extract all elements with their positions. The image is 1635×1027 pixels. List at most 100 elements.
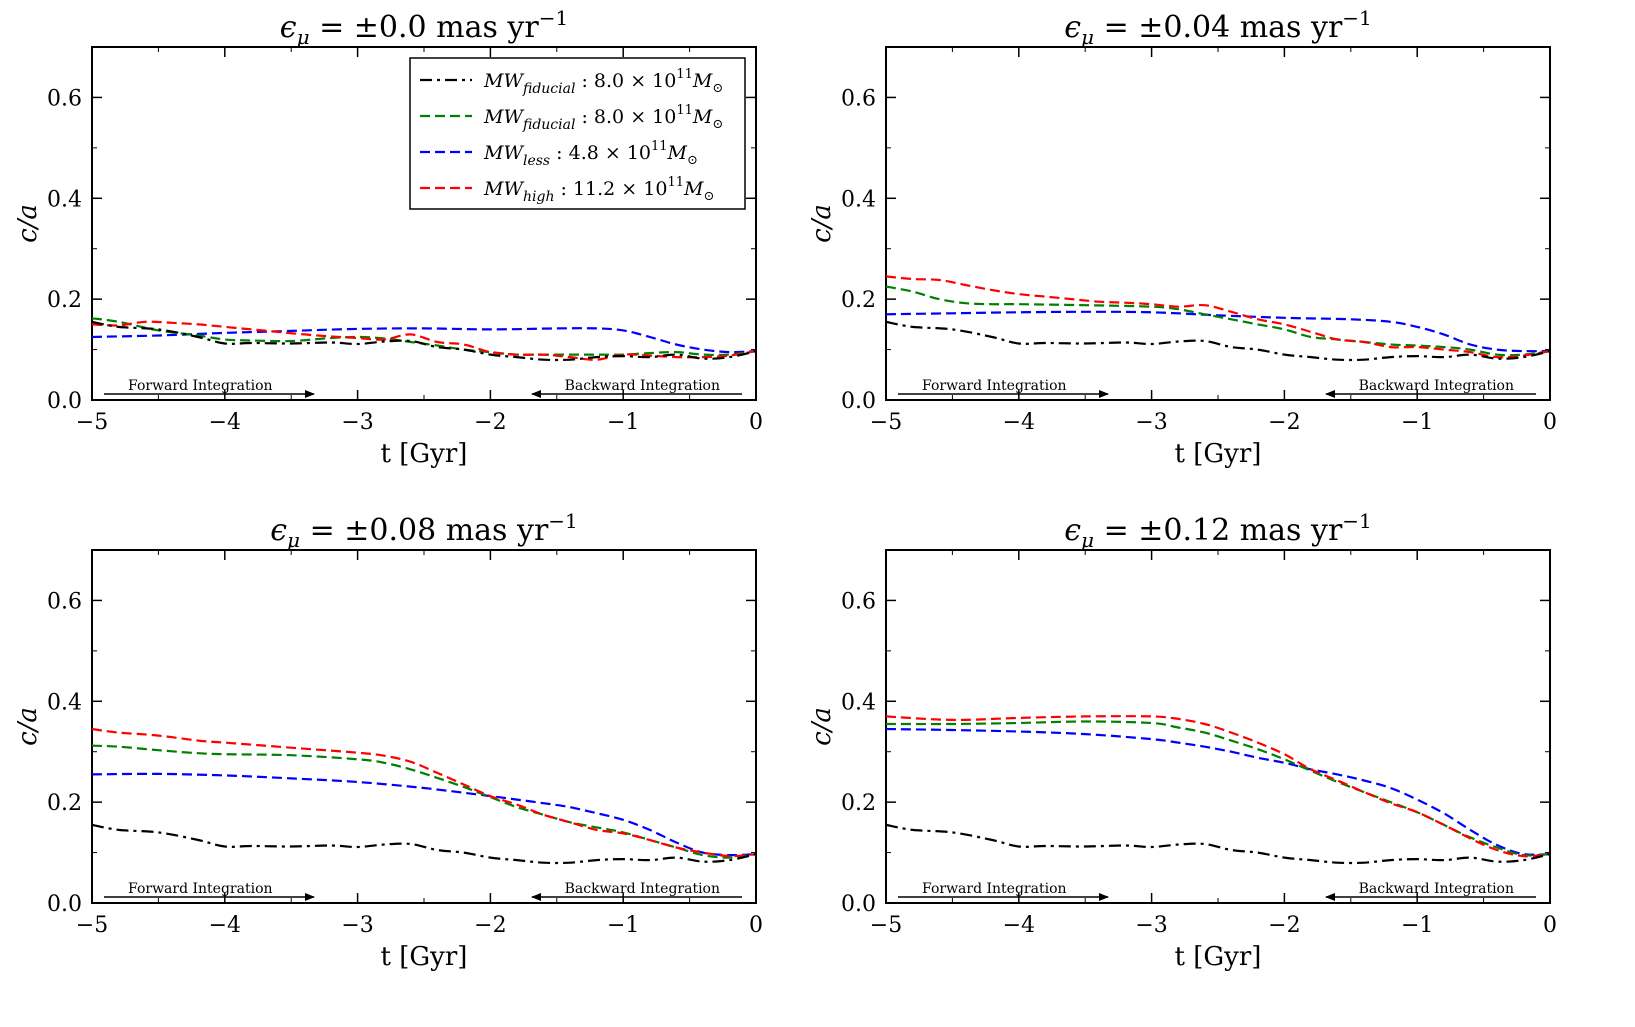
series-line-4 [91, 727, 757, 858]
legend-value: : 8.0 × 10 [575, 70, 676, 92]
x-axis-label: t [Gyr] [1175, 942, 1262, 972]
x-tick-label: −3 [341, 410, 373, 435]
x-tick-label: −2 [474, 913, 506, 938]
forward-integration-label: Forward Integration [922, 378, 1067, 394]
y-tick-label: 0.4 [47, 690, 82, 715]
x-tick-label: −3 [1135, 410, 1167, 435]
y-tick-label: 0.2 [47, 791, 82, 816]
legend-sun-symbol: ⊙ [687, 153, 698, 168]
title-subscript: μ [287, 528, 300, 552]
legend-name: MW [483, 70, 524, 92]
legend-entry: MWless : 4.8 × 1011M⊙ [483, 139, 698, 169]
legend-name: MW [483, 106, 524, 128]
legend-value: : 8.0 × 10 [575, 106, 676, 128]
title-exponent: −1 [539, 6, 568, 30]
panel-title: ϵμ = ±0.08 mas yr−1 [270, 509, 578, 552]
panel-1: ϵμ = ±0.0 mas yr−1−5 −4 −3 −2 −1 00.00.20.40.… [13, 6, 763, 469]
plot-frame [885, 46, 1551, 401]
title-value: = ±0.12 mas yr [1094, 513, 1343, 548]
forward-integration-label: Forward Integration [128, 378, 273, 394]
panel-3: ϵμ = ±0.08 mas yr−1−5 −4 −3 −2 −1 00.00.20.40… [13, 509, 763, 972]
x-tick-label: −1 [1401, 410, 1433, 435]
legend-exponent: 11 [676, 103, 693, 118]
legend: MWfiducial : 8.0 × 1011M⊙MWfiducial : 8.… [409, 57, 746, 210]
title-value: = ±0.04 mas yr [1094, 10, 1343, 45]
x-tick-label: −1 [607, 913, 639, 938]
y-tick-label: 0.0 [47, 389, 82, 414]
series-line-2 [885, 285, 1551, 357]
series-line-3 [91, 327, 757, 354]
x-tick-label: −4 [1003, 913, 1035, 938]
x-tick-label: −2 [474, 410, 506, 435]
backward-integration-label: Backward Integration [565, 378, 720, 394]
series-line-2 [885, 720, 1551, 857]
x-tick-label: −5 [76, 913, 108, 938]
y-tick-label: 0.4 [841, 690, 876, 715]
plot-frame [885, 549, 1551, 904]
plot-frame [91, 549, 757, 904]
y-tick-label: 0.4 [841, 187, 876, 212]
y-tick-label: 0.6 [47, 86, 82, 111]
x-tick-label: 0 [749, 913, 763, 938]
x-tick-label: −2 [1268, 913, 1300, 938]
legend-subscript: fiducial [522, 81, 575, 97]
series-line-4 [885, 275, 1551, 359]
x-axis-label: t [Gyr] [381, 942, 468, 972]
x-tick-label: −1 [607, 410, 639, 435]
panel-title: ϵμ = ±0.12 mas yr−1 [1064, 509, 1372, 552]
series-line-1 [885, 320, 1551, 362]
series-line-1 [91, 823, 757, 865]
x-tick-label: −3 [1135, 913, 1167, 938]
series-line-3 [91, 772, 757, 857]
x-tick-label: −2 [1268, 410, 1300, 435]
x-tick-label: 0 [749, 410, 763, 435]
title-subscript: μ [297, 25, 310, 49]
legend-entry: MWfiducial : 8.0 × 1011M⊙ [483, 103, 723, 133]
series-line-4 [885, 715, 1551, 858]
x-tick-label: −4 [1003, 410, 1035, 435]
y-tick-label: 0.0 [841, 892, 876, 917]
x-tick-label: 0 [1543, 410, 1557, 435]
forward-integration-label: Forward Integration [128, 881, 273, 897]
y-tick-label: 0.2 [841, 288, 876, 313]
y-tick-label: 0.4 [47, 187, 82, 212]
y-tick-label: 0.2 [841, 791, 876, 816]
legend-entry: MWhigh : 11.2 × 1011M⊙ [483, 175, 714, 205]
series-line-1 [91, 320, 757, 362]
backward-integration-label: Backward Integration [565, 881, 720, 897]
title-value: = ±0.08 mas yr [300, 513, 549, 548]
legend-exponent: 11 [667, 175, 684, 190]
series-line-3 [885, 727, 1551, 856]
x-tick-label: 0 [1543, 913, 1557, 938]
title-value: = ±0.0 mas yr [310, 10, 540, 45]
x-tick-label: −4 [209, 913, 241, 938]
title-exponent: −1 [548, 509, 577, 533]
legend-exponent: 11 [651, 139, 668, 154]
x-tick-label: −1 [1401, 913, 1433, 938]
panel-title: ϵμ = ±0.0 mas yr−1 [280, 6, 568, 49]
x-axis-label: t [Gyr] [1175, 439, 1262, 469]
legend-value: : 11.2 × 10 [554, 178, 667, 200]
backward-integration-label: Backward Integration [1359, 378, 1514, 394]
legend-entry: MWfiducial : 8.0 × 1011M⊙ [483, 67, 723, 97]
legend-name: MW [483, 178, 524, 200]
legend-subscript: high [523, 189, 554, 205]
series-line-1 [885, 823, 1551, 865]
y-axis-label: c/a [13, 204, 43, 243]
y-tick-label: 0.0 [841, 389, 876, 414]
y-axis-label: c/a [13, 707, 43, 746]
series-line-4 [91, 320, 757, 361]
title-symbol: ϵ [1064, 10, 1081, 45]
x-tick-label: −5 [870, 410, 902, 435]
backward-integration-label: Backward Integration [1359, 881, 1514, 897]
panel-2: ϵμ = ±0.04 mas yr−1−5 −4 −3 −2 −1 00.00.20.40… [807, 6, 1557, 469]
y-tick-label: 0.0 [47, 892, 82, 917]
legend-sun-symbol: ⊙ [712, 81, 723, 96]
title-subscript: μ [1081, 25, 1094, 49]
y-axis-label: c/a [807, 204, 837, 243]
x-axis-label: t [Gyr] [381, 439, 468, 469]
y-tick-label: 0.6 [47, 589, 82, 614]
title-subscript: μ [1081, 528, 1094, 552]
title-exponent: −1 [1342, 509, 1371, 533]
